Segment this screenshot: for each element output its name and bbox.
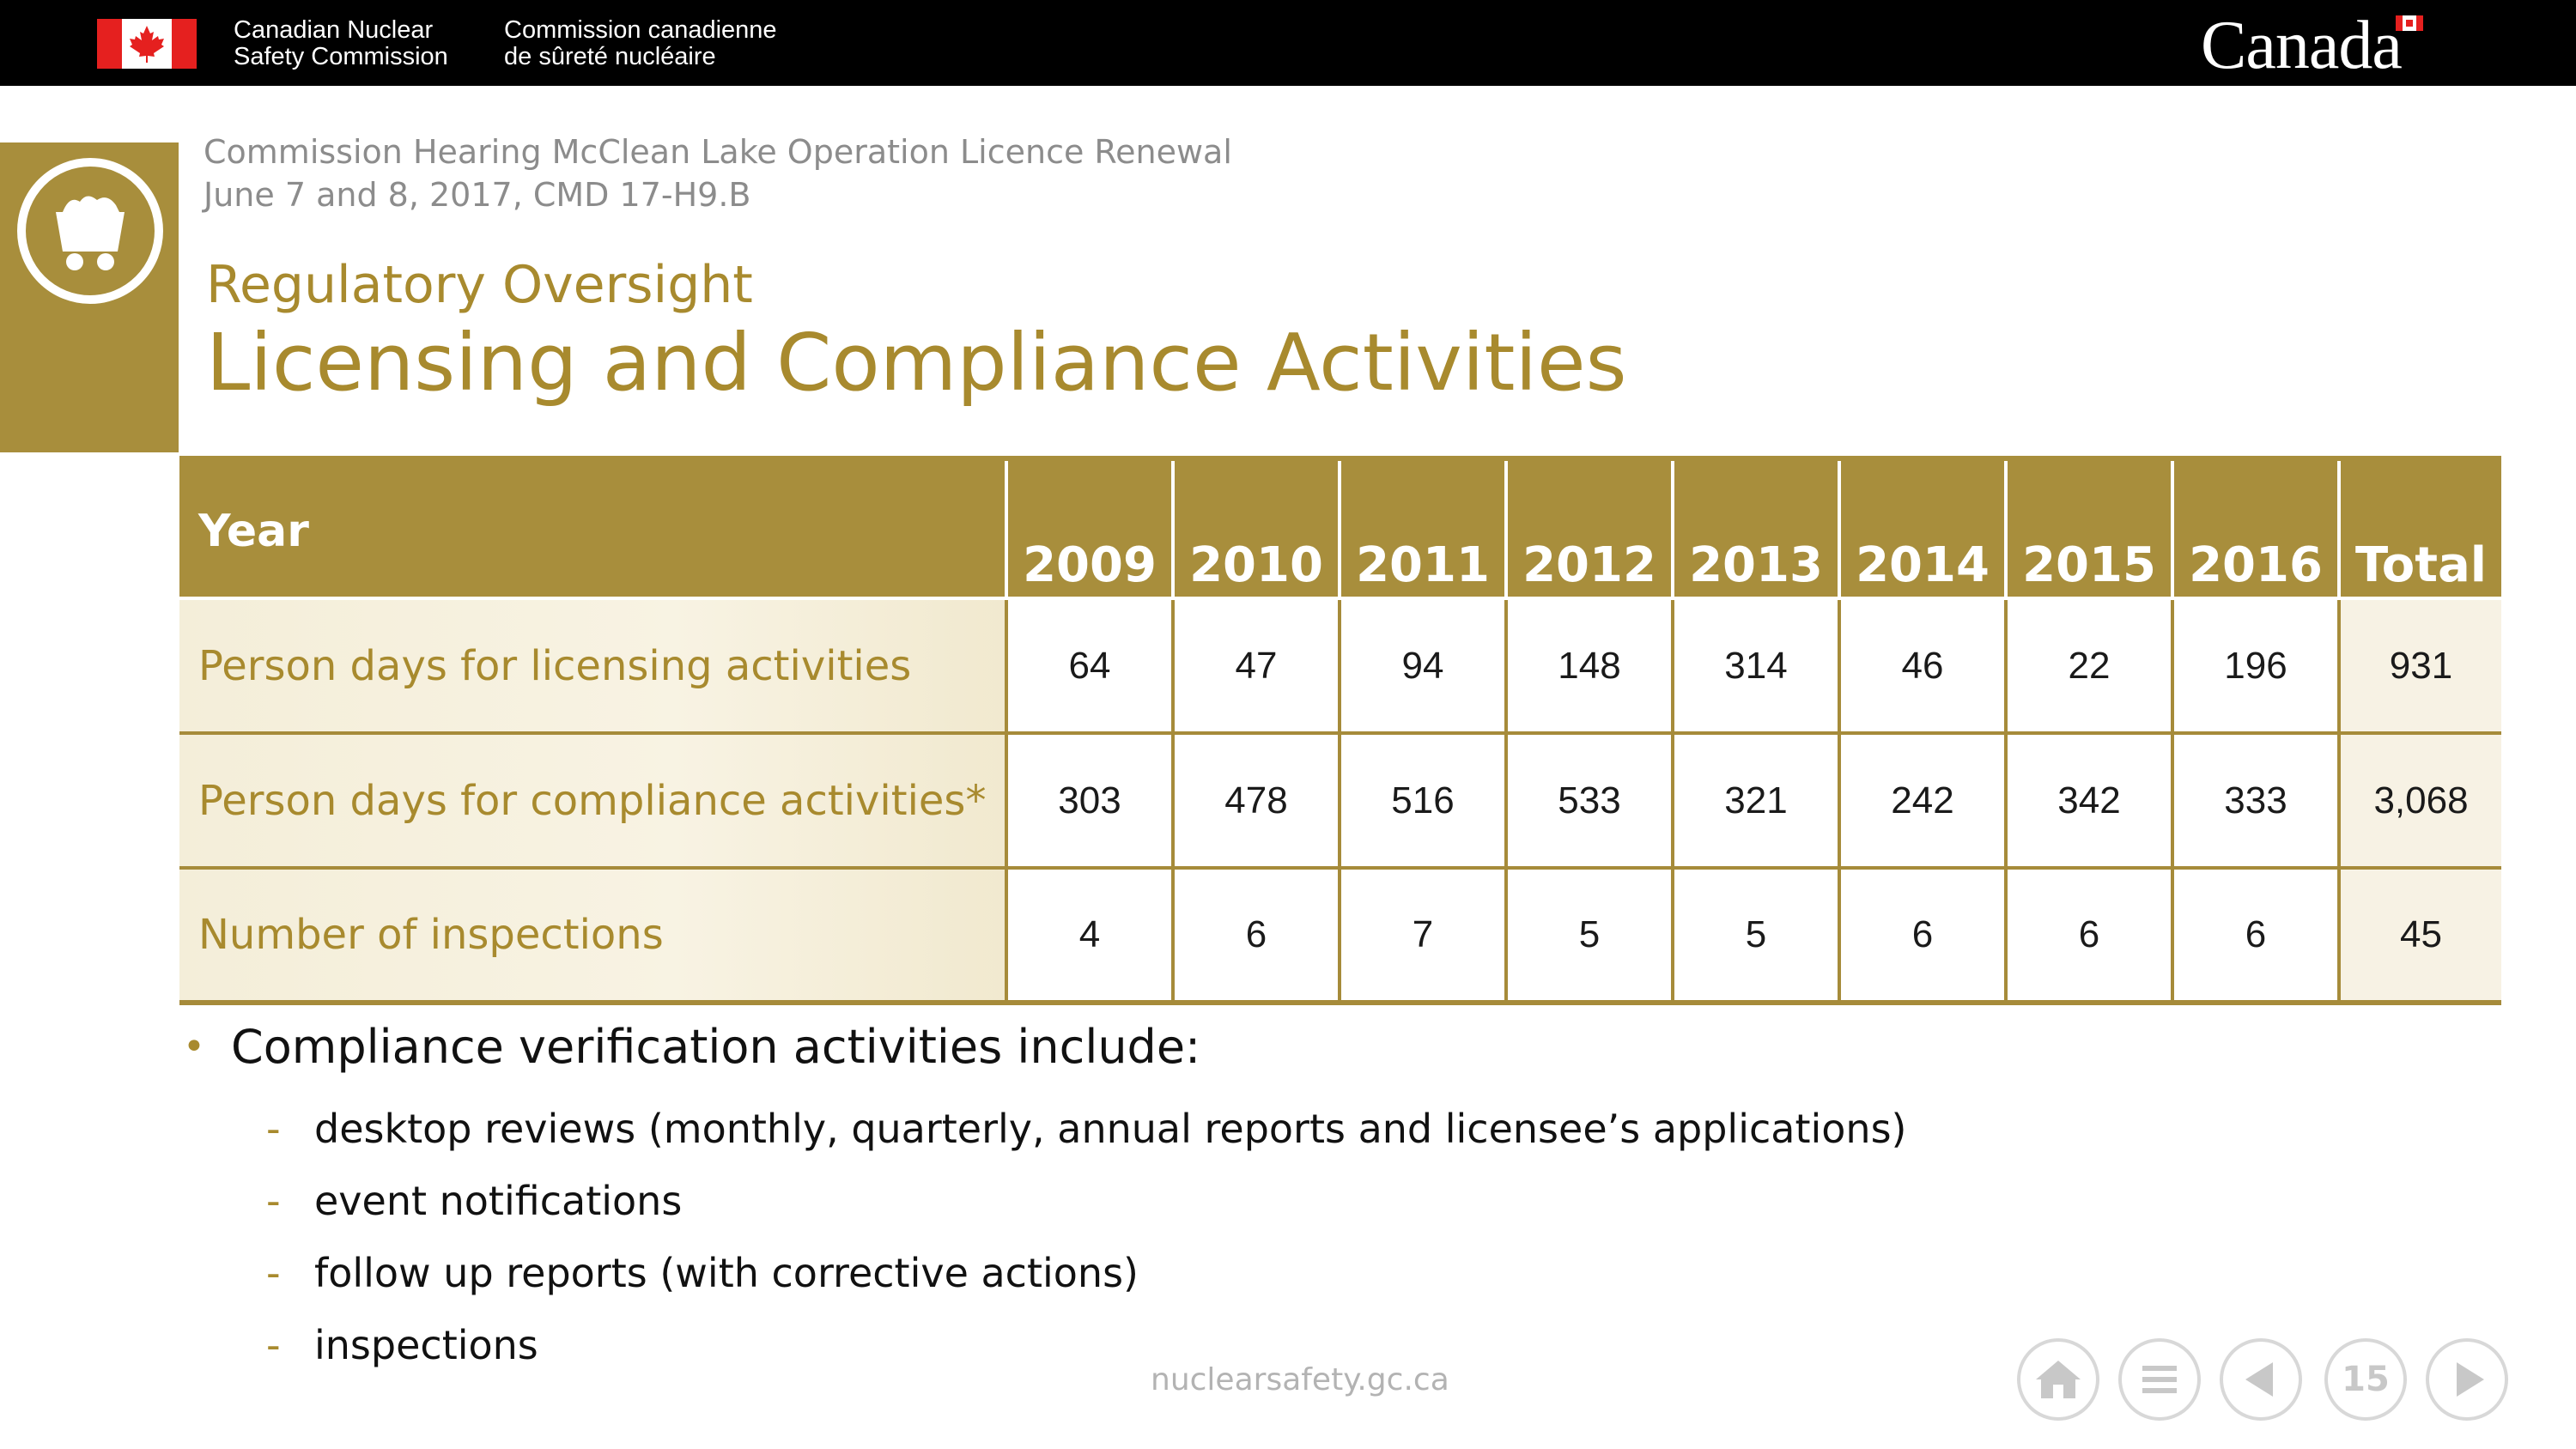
canada-wordmark: Canada <box>2201 8 2403 83</box>
table-cell: 303 <box>1005 731 1173 868</box>
menu-button[interactable] <box>2118 1338 2201 1421</box>
table-row: Person days for licensing activities 64 … <box>179 597 2501 733</box>
table-cell: 196 <box>2171 597 2339 733</box>
dash-icon: - <box>266 1106 281 1152</box>
next-button[interactable] <box>2426 1338 2508 1421</box>
dash-icon: - <box>266 1322 281 1368</box>
org-name-french: Commission canadienne de sûreté nucléair… <box>504 17 777 70</box>
footer-url[interactable]: nuclearsafety.gc.ca <box>1151 1362 1449 1397</box>
list-item-text: desktop reviews (monthly, quarterly, ann… <box>314 1106 1907 1152</box>
home-icon <box>2036 1361 2081 1398</box>
table-cell: 47 <box>1171 597 1340 733</box>
top-banner: Canadian Nuclear Safety Commission Commi… <box>0 0 2576 86</box>
total-header: Total <box>2337 456 2501 598</box>
table-cell: 478 <box>1171 731 1340 868</box>
mine-cart-icon <box>17 158 163 304</box>
canadian-flag-icon <box>97 19 197 69</box>
column-header: 2015 <box>2004 456 2172 598</box>
page-number: 15 <box>2342 1360 2390 1399</box>
bullet-main-text: Compliance verification activities inclu… <box>231 1020 1201 1074</box>
org-name-en-line2: Safety Commission <box>234 43 448 70</box>
table-row: Number of inspections 4 6 7 5 5 6 6 6 45 <box>179 866 2501 1005</box>
table-cell: 94 <box>1338 597 1506 733</box>
row-label: Person days for licensing activities <box>179 597 1006 733</box>
wordmark-flag-icon <box>2396 15 2423 31</box>
org-name-english: Canadian Nuclear Safety Commission <box>234 17 448 70</box>
table-cell: 242 <box>1838 731 2006 868</box>
org-name-fr-line1: Commission canadienne <box>504 16 777 44</box>
table-cell: 5 <box>1504 866 1673 1005</box>
table-cell: 22 <box>2004 597 2172 733</box>
dash-icon: - <box>266 1178 281 1224</box>
next-icon <box>2457 1362 2484 1397</box>
column-header: 2014 <box>1838 456 2006 598</box>
column-header: 2013 <box>1671 456 1839 598</box>
column-header: 2012 <box>1504 456 1673 598</box>
table-cell: 148 <box>1504 597 1673 733</box>
org-name-en-line1: Canadian Nuclear <box>234 16 434 44</box>
bullet-dot-icon: • <box>183 1025 205 1069</box>
table-row: Person days for compliance activities* 3… <box>179 731 2501 868</box>
table-cell: 4 <box>1005 866 1173 1005</box>
total-cell: 3,068 <box>2337 731 2501 868</box>
table-cell: 64 <box>1005 597 1173 733</box>
table-cell: 314 <box>1671 597 1839 733</box>
list-item-text: follow up reports (with corrective actio… <box>314 1250 1139 1296</box>
menu-icon <box>2142 1366 2177 1393</box>
org-name-fr-line2: de sûreté nucléaire <box>504 43 716 70</box>
page-title: Licensing and Compliance Activities <box>206 317 1627 409</box>
table-cell: 5 <box>1671 866 1839 1005</box>
table-cell: 533 <box>1504 731 1673 868</box>
table-cell: 321 <box>1671 731 1839 868</box>
hearing-title: Commission Hearing McClean Lake Operatio… <box>204 133 1232 171</box>
table-cell: 6 <box>1171 866 1340 1005</box>
row-label: Person days for compliance activities* <box>179 731 1006 868</box>
list-item-text: inspections <box>314 1322 538 1368</box>
home-button[interactable] <box>2017 1338 2099 1421</box>
section-label: Regulatory Oversight <box>206 255 753 315</box>
previous-icon <box>2245 1362 2273 1397</box>
table-header-row: Year 2009 2010 2011 2012 2013 2014 2015 … <box>179 456 2501 598</box>
page-number-badge: 15 <box>2324 1338 2407 1421</box>
table-cell: 516 <box>1338 731 1506 868</box>
dash-icon: - <box>266 1250 281 1296</box>
list-item-text: event notifications <box>314 1178 683 1224</box>
column-header: 2016 <box>2171 456 2339 598</box>
column-header: 2009 <box>1005 456 1173 598</box>
table-cell: 46 <box>1838 597 2006 733</box>
previous-button[interactable] <box>2220 1338 2302 1421</box>
year-header: Year <box>179 456 1006 598</box>
total-cell: 45 <box>2337 866 2501 1005</box>
column-header: 2010 <box>1171 456 1340 598</box>
table-cell: 6 <box>2171 866 2339 1005</box>
table-cell: 7 <box>1338 866 1506 1005</box>
activities-table: Year 2009 2010 2011 2012 2013 2014 2015 … <box>179 456 2501 1005</box>
row-label: Number of inspections <box>179 866 1006 1005</box>
table-cell: 342 <box>2004 731 2172 868</box>
column-header: 2011 <box>1338 456 1506 598</box>
table-cell: 6 <box>1838 866 2006 1005</box>
total-cell: 931 <box>2337 597 2501 733</box>
table-cell: 333 <box>2171 731 2339 868</box>
hearing-date: June 7 and 8, 2017, CMD 17-H9.B <box>204 176 751 214</box>
hearing-info: Commission Hearing McClean Lake Operatio… <box>204 130 1232 216</box>
table-cell: 6 <box>2004 866 2172 1005</box>
